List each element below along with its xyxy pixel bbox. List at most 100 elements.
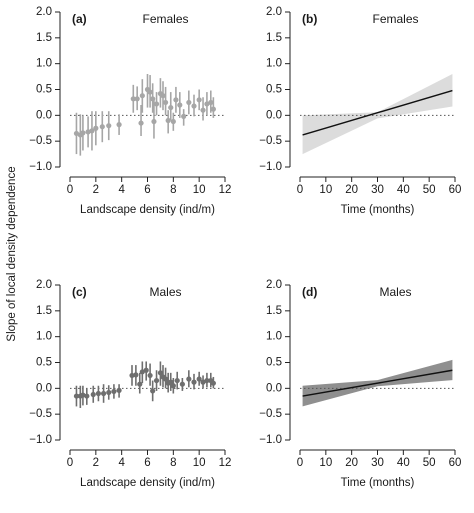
x-tick-label: 50 [423,184,436,196]
data-point [162,376,169,382]
y-tick-label: −0.5 [29,135,52,147]
y-tick-label: 0.5 [36,84,52,96]
panel-b: −1.0 −0.5 0.0 0.5 1.0 1.5 2.0 0 10 20 30 40 50 60 Time… [259,6,461,216]
data-point [179,381,185,387]
y-tick-label: −1.0 [29,161,52,173]
data-point [150,388,156,394]
y-tick-label: 0.5 [266,357,282,369]
data-point [204,377,210,384]
y-tick-label: 0.5 [36,357,52,369]
x-tick-label: 30 [371,184,384,196]
confidence-band [302,74,453,155]
y-tick-label: 1.5 [36,32,52,44]
x-axis-title: Time (months) [341,477,415,489]
y-tick-label: 0.0 [36,382,52,394]
x-tick-label: 0 [297,457,303,469]
x-axis-title: Landscape density (ind/m) [80,204,215,216]
x-tick-label: 30 [371,457,384,469]
panel-c: −1.0 −0.5 0.0 0.5 1.0 1.5 2.0 0 2 4 6 8 10 12 Landscap… [29,279,231,489]
x-tick-label: 50 [423,457,436,469]
data-point [143,367,149,373]
x-tick-label: 4 [118,457,125,469]
x-tick-label: 40 [397,457,410,469]
x-tick-label: 2 [93,457,99,469]
panel-title: Males [149,285,181,299]
y-tick-label: 1.0 [266,331,282,343]
y-tick-label: 2.0 [266,6,282,18]
data-point [191,103,197,109]
y-tick-label: 1.5 [36,305,52,317]
data-point [106,123,112,129]
data-point [153,101,160,107]
data-point [160,93,166,99]
data-point [80,130,86,136]
shared-y-axis-label: Slope of local density dependence [6,166,18,341]
data-point [177,102,183,108]
y-tick-label: 1.5 [266,305,282,317]
fit-line [302,89,453,136]
data-point [130,96,136,102]
data-point [151,118,157,125]
y-tick-label: 0.0 [266,109,282,121]
y-tick-label: 0.0 [266,382,282,394]
data-point [170,118,176,125]
data-point [186,376,192,382]
panel-a: −1.0 −0.5 0.0 0.5 1.0 1.5 2.0 0 2 4 6 8 10 12 Landscap… [29,6,231,216]
data-point [133,372,139,378]
data-point [139,93,145,99]
x-tick-label: 60 [449,457,462,469]
y-tick-label: 0.0 [36,109,52,121]
y-tick-label: −0.5 [259,135,282,147]
panels: −1.0 −0.5 0.0 0.5 1.0 1.5 2.0 0 2 4 6 8 10 12 Landscap… [29,6,461,489]
data-point [208,99,214,106]
panel-d: −1.0 −0.5 0.0 0.5 1.0 1.5 2.0 0 10 20 30 40 50 60 Time… [259,279,461,489]
data-point [116,387,122,393]
y-tick-label: 2.0 [266,279,282,291]
data-point [162,99,169,106]
panel-letter: (b) [302,12,317,26]
data-point [186,99,192,106]
data-point [138,120,144,126]
data-point [129,372,135,379]
x-tick-label: 6 [144,184,150,196]
panel-title: Females [372,12,418,26]
x-tick-label: 20 [345,184,358,196]
panel-letter: (c) [72,285,87,299]
x-tick-label: 10 [193,457,206,469]
data-point [93,125,99,131]
data-point [210,380,216,386]
data-point [99,124,105,130]
data-point [196,376,202,382]
data-point [173,97,179,103]
data-point [157,370,164,376]
data-point [95,390,102,397]
x-axis-title: Time (months) [341,204,415,216]
x-axis-title: Landscape density (ind/m) [80,477,215,489]
x-tick-label: 10 [193,184,206,196]
x-tick-label: 0 [67,457,73,469]
panel-letter: (d) [302,285,317,299]
x-tick-label: 6 [144,457,150,469]
y-tick-label: 1.0 [36,331,52,343]
x-tick-label: 60 [449,184,462,196]
data-point [147,89,153,95]
x-tick-label: 8 [170,457,176,469]
y-tick-label: 2.0 [36,279,52,291]
data-point [165,117,171,124]
x-tick-label: 0 [297,184,303,196]
x-tick-label: 40 [397,184,410,196]
x-tick-label: 10 [319,457,332,469]
data-point [106,389,112,396]
data-point [200,107,206,113]
y-tick-label: −1.0 [29,434,52,446]
data-point [153,377,160,384]
data-point [89,128,95,134]
y-tick-label: −0.5 [29,408,52,420]
x-tick-label: 0 [67,184,73,196]
y-tick-label: 2.0 [36,6,52,18]
y-tick-label: −1.0 [259,161,282,173]
data-point [168,379,174,385]
data-point [168,104,174,111]
